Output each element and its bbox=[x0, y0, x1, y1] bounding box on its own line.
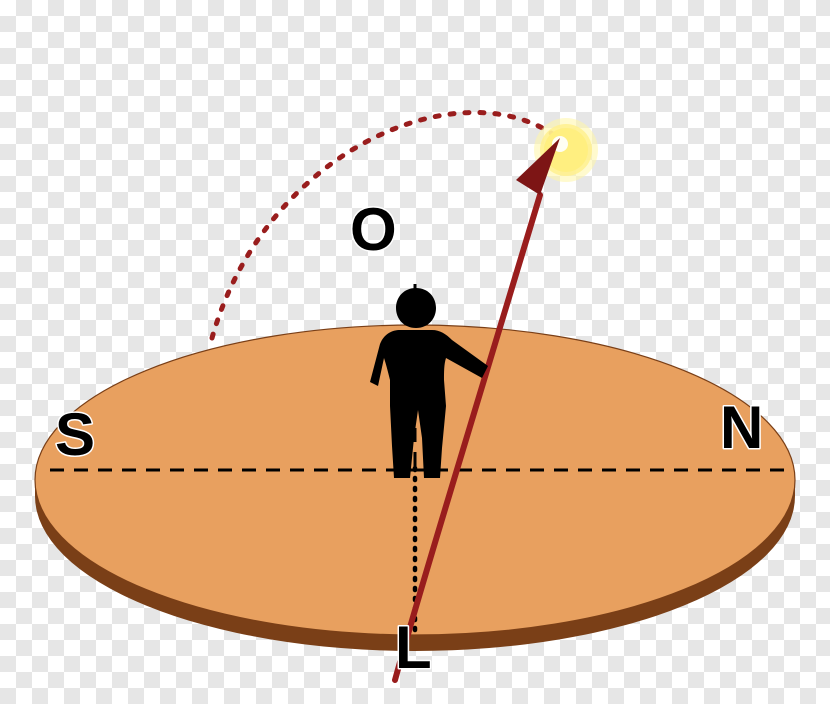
scene-svg: O S N L bbox=[0, 0, 830, 704]
diagram-canvas: O S N L bbox=[0, 0, 830, 704]
label-L: L bbox=[395, 614, 432, 681]
label-O: O bbox=[350, 196, 397, 263]
label-N: N bbox=[720, 394, 763, 461]
label-S: S bbox=[55, 401, 95, 468]
